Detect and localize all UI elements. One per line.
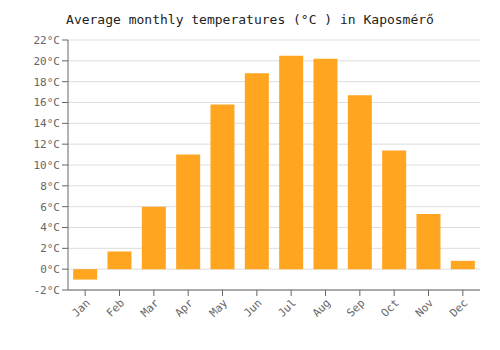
svg-text:Dec: Dec	[447, 296, 470, 319]
svg-text:16°C: 16°C	[34, 96, 61, 109]
svg-text:2°C: 2°C	[40, 242, 60, 255]
svg-text:0°C: 0°C	[40, 263, 60, 276]
svg-text:18°C: 18°C	[34, 76, 61, 89]
svg-text:8°C: 8°C	[40, 180, 60, 193]
svg-text:14°C: 14°C	[34, 117, 61, 130]
svg-text:10°C: 10°C	[34, 159, 61, 172]
svg-text:Feb: Feb	[104, 296, 127, 319]
svg-text:Jan: Jan	[70, 296, 93, 319]
svg-text:-2°C: -2°C	[34, 284, 61, 297]
svg-text:May: May	[207, 296, 231, 320]
svg-text:Jun: Jun	[241, 296, 264, 319]
svg-text:Apr: Apr	[173, 296, 197, 320]
svg-text:Jul: Jul	[276, 296, 299, 319]
svg-text:Oct: Oct	[379, 296, 402, 319]
svg-text:Sep: Sep	[344, 296, 367, 319]
svg-text:4°C: 4°C	[40, 221, 60, 234]
svg-text:12°C: 12°C	[34, 138, 61, 151]
svg-text:Nov: Nov	[413, 296, 437, 320]
svg-text:Mar: Mar	[138, 296, 162, 320]
svg-text:20°C: 20°C	[34, 55, 61, 68]
svg-text:Aug: Aug	[310, 296, 333, 319]
svg-text:6°C: 6°C	[40, 201, 60, 214]
svg-text:22°C: 22°C	[34, 34, 61, 47]
html-text:Average monthly temperatures (: Average monthly temperatures (°C ) in Ka…	[66, 12, 434, 27]
